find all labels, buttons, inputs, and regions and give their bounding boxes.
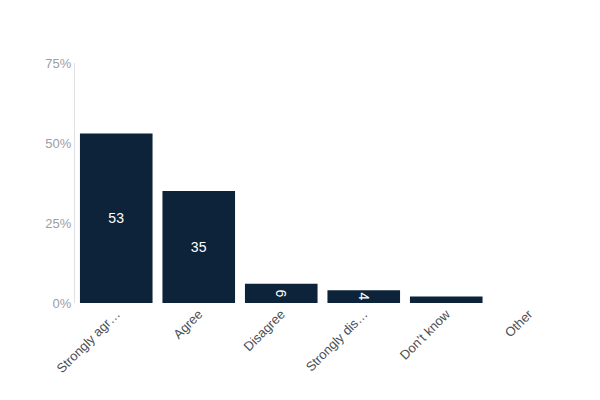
- svg-text:Other: Other: [502, 306, 536, 340]
- svg-text:35: 35: [191, 239, 207, 255]
- svg-text:50%: 50%: [45, 136, 71, 151]
- svg-text:6: 6: [273, 289, 289, 297]
- svg-text:0%: 0%: [53, 296, 72, 311]
- svg-text:4: 4: [356, 293, 372, 301]
- svg-text:Don’t know: Don’t know: [397, 306, 454, 363]
- svg-text:53: 53: [108, 210, 124, 226]
- svg-text:Strongly agr…: Strongly agr…: [54, 307, 123, 376]
- svg-text:Strongly dis…: Strongly dis…: [303, 307, 371, 375]
- svg-text:Agree: Agree: [170, 307, 205, 342]
- svg-text:Disagree: Disagree: [241, 307, 288, 354]
- svg-text:25%: 25%: [45, 216, 71, 231]
- svg-text:75%: 75%: [45, 56, 71, 71]
